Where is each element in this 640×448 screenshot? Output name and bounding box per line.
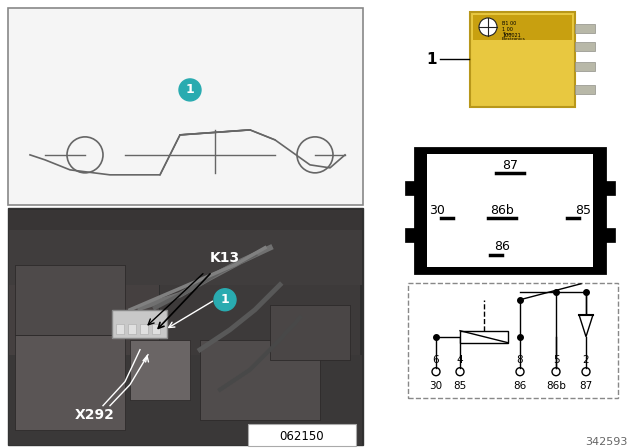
Circle shape (179, 79, 201, 101)
Bar (575, 42, 595, 51)
Bar (152, 324, 160, 334)
Text: 86b: 86b (546, 381, 566, 391)
Bar (9, 210, 362, 230)
Bar (160, 285, 360, 355)
Bar (605, 228, 615, 242)
Bar (9, 230, 362, 285)
Bar (15, 265, 125, 335)
Bar (427, 154, 593, 267)
Text: 86: 86 (513, 381, 527, 391)
Bar (270, 305, 350, 360)
Bar (470, 12, 575, 107)
Text: 87: 87 (579, 381, 593, 391)
Text: 1: 1 (427, 52, 437, 67)
Text: 8: 8 (516, 355, 524, 365)
Bar (473, 15, 572, 40)
Bar (112, 310, 167, 338)
Text: 30: 30 (429, 204, 445, 217)
Bar (605, 181, 615, 195)
Text: 86b: 86b (490, 204, 514, 217)
Bar (15, 335, 125, 430)
Text: 062150: 062150 (280, 430, 324, 443)
Bar (130, 340, 190, 400)
Text: Tyco
Electronics: Tyco Electronics (502, 32, 525, 41)
Text: 85: 85 (453, 381, 467, 391)
Text: 87: 87 (502, 159, 518, 172)
Bar (460, 331, 508, 343)
Text: 1: 1 (186, 83, 195, 96)
Bar (8, 8, 363, 205)
Text: 85: 85 (575, 204, 591, 217)
Bar (575, 62, 595, 71)
Text: 86: 86 (494, 240, 510, 253)
Bar (8, 208, 363, 444)
Text: 5: 5 (553, 355, 559, 365)
Bar (408, 283, 618, 398)
Text: B1 00
1 00
100021: B1 00 1 00 100021 (502, 21, 521, 38)
Bar (405, 228, 415, 242)
Text: 342593: 342593 (586, 437, 628, 447)
Circle shape (479, 18, 497, 36)
Bar (405, 181, 415, 195)
Circle shape (214, 289, 236, 311)
Text: 1: 1 (221, 293, 229, 306)
Text: 6: 6 (433, 355, 439, 365)
Bar (128, 324, 136, 334)
Bar (116, 324, 124, 334)
Bar (248, 424, 356, 446)
Text: X292: X292 (75, 408, 115, 422)
Polygon shape (579, 315, 593, 337)
Text: 2: 2 (582, 355, 589, 365)
Bar (200, 340, 320, 420)
Bar (575, 85, 595, 94)
Bar (140, 324, 148, 334)
Text: K13: K13 (210, 251, 240, 265)
Bar (9, 355, 362, 444)
Text: 4: 4 (457, 355, 463, 365)
Bar (415, 148, 605, 273)
Bar (9, 285, 159, 355)
Bar (575, 24, 595, 33)
Text: 30: 30 (429, 381, 443, 391)
